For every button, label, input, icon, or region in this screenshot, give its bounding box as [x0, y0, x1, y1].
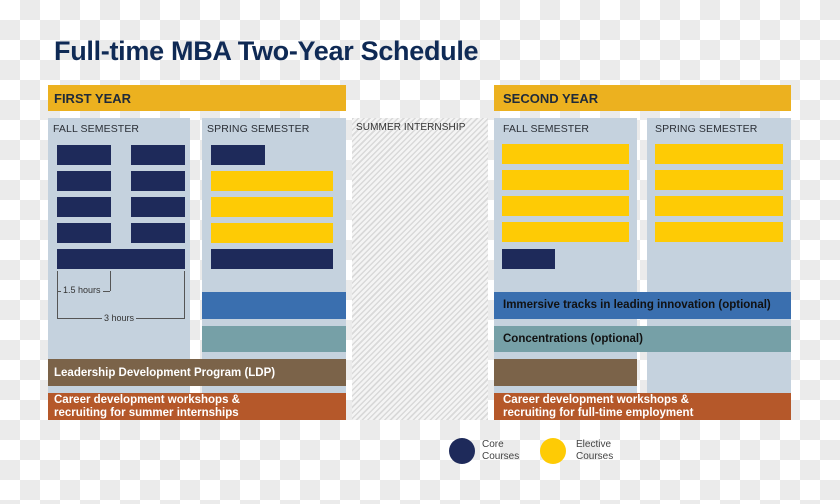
core-legend-swatch-icon	[449, 438, 475, 464]
core-legend-label: Core Courses	[482, 439, 519, 463]
core-course-block	[131, 197, 185, 217]
concentrations-band-first-year	[202, 326, 346, 352]
elective-course-block	[211, 171, 333, 191]
elective-course-block	[211, 223, 333, 243]
summer-internship-panel: SUMMER INTERNSHIP	[352, 118, 488, 420]
dimension-short-label: 1.5 hours	[61, 285, 103, 295]
core-course-block	[131, 145, 185, 165]
elective-course-block	[655, 222, 783, 242]
core-course-block	[57, 197, 111, 217]
elective-legend-label: Elective Courses	[576, 439, 613, 463]
dimension-line	[57, 271, 58, 319]
core-course-block	[131, 171, 185, 191]
elective-legend-line2: Courses	[576, 451, 614, 462]
career-band-second-year: Career development workshops & recruitin…	[494, 393, 791, 420]
elective-course-block	[502, 170, 629, 190]
core-course-block	[57, 145, 111, 165]
core-course-block	[131, 223, 185, 243]
immersive-tracks-band: Immersive tracks in leading innovation (…	[494, 292, 791, 319]
career-text-line2: recruiting for full-time employment	[503, 407, 694, 419]
concentrations-band: Concentrations (optional)	[494, 326, 791, 352]
immersive-band-first-year	[202, 292, 346, 319]
first-year-fall-label: FALL SEMESTER	[53, 123, 140, 135]
first-year-spring-label: SPRING SEMESTER	[207, 123, 310, 135]
core-legend-line1: Core	[482, 439, 504, 450]
career-text-line1: Career development workshops &	[54, 394, 240, 406]
elective-course-block	[502, 222, 629, 242]
core-course-block	[502, 249, 555, 269]
career-band-first-year: Career development workshops & recruitin…	[48, 393, 346, 420]
page-title: Full-time MBA Two-Year Schedule	[54, 36, 479, 66]
dimension-line	[110, 271, 111, 291]
elective-course-block	[655, 196, 783, 216]
elective-course-block	[655, 170, 783, 190]
core-course-block	[57, 223, 111, 243]
core-course-block	[57, 171, 111, 191]
career-text-line1: Career development workshops &	[503, 394, 689, 406]
elective-course-block	[502, 144, 629, 164]
second-year-header: SECOND YEAR	[494, 85, 791, 111]
elective-legend-swatch-icon	[540, 438, 566, 464]
first-year-fall-panel: FALL SEMESTER 1.5 hours 3 hours	[48, 118, 190, 393]
core-legend-line2: Courses	[482, 451, 520, 462]
second-year-spring-label: SPRING SEMESTER	[655, 123, 758, 135]
core-course-block-long	[57, 249, 185, 269]
elective-course-block	[502, 196, 629, 216]
core-course-block-long	[211, 249, 333, 269]
first-year-spring-panel: SPRING SEMESTER	[202, 118, 346, 393]
summer-internship-label: SUMMER INTERNSHIP	[356, 122, 466, 133]
ldp-band: Leadership Development Program (LDP)	[48, 359, 346, 386]
dimension-line	[184, 271, 185, 319]
dimension-long-label: 3 hours	[102, 313, 137, 323]
elective-course-block	[655, 144, 783, 164]
second-year-fall-label: FALL SEMESTER	[503, 123, 590, 135]
elective-legend-line1: Elective	[576, 439, 612, 450]
first-year-header: FIRST YEAR	[48, 85, 346, 111]
elective-course-block	[211, 197, 333, 217]
career-text-line2: recruiting for summer internships	[54, 407, 239, 419]
core-course-block	[211, 145, 265, 165]
ldp-band-second-year	[494, 359, 637, 386]
